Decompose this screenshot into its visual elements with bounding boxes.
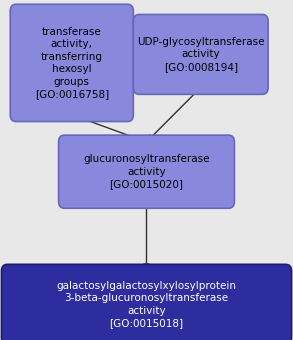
Text: glucuronosyltransferase
activity
[GO:0015020]: glucuronosyltransferase activity [GO:001… [83,154,210,189]
FancyBboxPatch shape [59,135,234,208]
Text: UDP-glycosyltransferase
activity
[GO:0008194]: UDP-glycosyltransferase activity [GO:000… [137,37,265,72]
Text: galactosylgalactosylxylosylprotein
3-beta-glucuronosyltransferase
activity
[GO:0: galactosylgalactosylxylosylprotein 3-bet… [57,281,236,328]
FancyBboxPatch shape [133,15,268,95]
Text: transferase
activity,
transferring
hexosyl
groups
[GO:0016758]: transferase activity, transferring hexos… [35,27,109,99]
FancyBboxPatch shape [1,265,292,340]
FancyBboxPatch shape [10,4,133,122]
